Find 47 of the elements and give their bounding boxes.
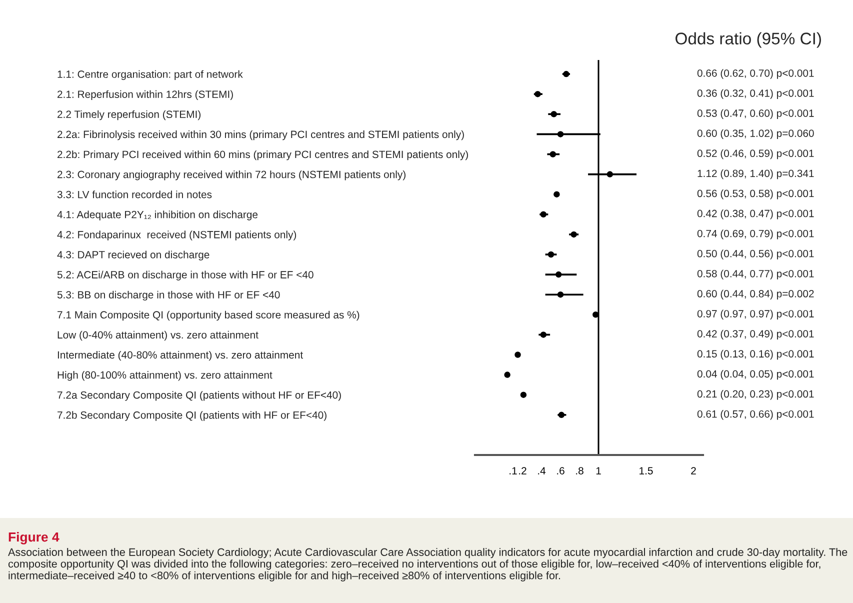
data-label: 0.60 (0.44, 0.84) p=0.002 bbox=[697, 290, 814, 300]
y-tick-label: 5.2: ACEi/ARB on discharge in those with HF or EF <40 bbox=[57, 270, 314, 280]
x-tick-label: 2 bbox=[691, 467, 696, 474]
data-label: 0.53 (0.47, 0.60) p<0.001 bbox=[697, 109, 814, 119]
x-tick-label: .8 bbox=[576, 467, 584, 474]
data-label: 0.15 (0.13, 0.16) p<0.001 bbox=[697, 350, 814, 360]
data-label: 0.58 (0.44, 0.77) p<0.001 bbox=[697, 270, 814, 280]
x-tick-label: .4 bbox=[538, 467, 546, 474]
x-tick-label: .2 bbox=[519, 467, 526, 474]
x-tick-label: .6 bbox=[557, 467, 564, 474]
y-tick-label: 4.2: Fondaparinux received (NSTEMI patients only) bbox=[57, 230, 296, 240]
data-label: 0.36 (0.32, 0.41) p<0.001 bbox=[697, 89, 814, 99]
text: Odds ratio (95% CI) bbox=[676, 32, 821, 48]
y-tick-label: 2.2a: Fibrinolysis received within 30 mins (primary PCI centres and STEMI patients only) bbox=[58, 130, 464, 140]
data-label: 0.42 (0.37, 0.49) p<0.001 bbox=[697, 330, 814, 340]
data-label: 0.66 (0.62, 0.70) p<0.001 bbox=[697, 69, 814, 79]
y-tick-label: 1.1: Centre organisation: part of network bbox=[58, 70, 243, 80]
y-tick-label: 2.2 Timely reperfusion (STEMI) bbox=[58, 110, 200, 120]
data-label: 0.52 (0.46, 0.59) p<0.001 bbox=[697, 149, 814, 160]
data-label: 0.50 (0.44, 0.56) p<0.001 bbox=[697, 250, 814, 260]
text: Association between the European Society Cardiology; Acute Cardiovascular Care Association quality indicators for acute myocardial infarction and crude 30-day mortality. The composite opportunity QI was divided into the following categories: zero–received no interventions out of those eligible for, low–received <40% of interventions eligible for, intermediate–received ≥40 to <80% of interventions eligible for and high–received ≥80% of interventions eligible for. bbox=[8, 548, 848, 582]
y-tick-label: 4.1: Adequate P2Y₁₂ inhibition on discharge bbox=[57, 210, 258, 220]
y-tick-label: 2.2b: Primary PCI received within 60 mins (primary PCI centres and STEMI patients only) bbox=[58, 150, 468, 160]
y-tick-label: 7.1 Main Composite QI (opportunity based score measured as %) bbox=[58, 310, 360, 321]
x-tick-label: 1 bbox=[596, 467, 601, 474]
data-label: 0.61 (0.57, 0.66) p<0.001 bbox=[697, 410, 814, 420]
y-tick-label: 3.3: LV function recorded in notes bbox=[57, 190, 212, 198]
x-tick-label: .1 bbox=[510, 467, 517, 474]
data-label: 0.97 (0.97, 0.97) p<0.001 bbox=[697, 310, 814, 320]
data-label: 0.56 (0.53, 0.58) p<0.001 bbox=[697, 189, 814, 200]
data-label: 0.04 (0.04, 0.05) p<0.001 bbox=[697, 370, 814, 380]
y-tick-label: 4.3: DAPT recieved on discharge bbox=[57, 250, 210, 260]
data-label: 0.21 (0.20, 0.23) p<0.001 bbox=[697, 390, 814, 400]
y-tick-label: Low (0-40% attainment) vs. zero attainment bbox=[58, 330, 258, 341]
y-tick-label: 5.3: BB on discharge in those with HF or EF <40 bbox=[57, 290, 280, 301]
data-label: 0.60 (0.35, 1.02) p=0.060 bbox=[697, 129, 814, 140]
y-tick-label: 7.2a Secondary Composite QI (patients without HF or EF<40) bbox=[58, 391, 341, 401]
y-tick-label: 2.3: Coronary angiography received within 72 hours (NSTEMI patients only) bbox=[58, 170, 406, 180]
x-tick-label: 1.5 bbox=[640, 467, 653, 474]
data-label: 0.42 (0.38, 0.47) p<0.001 bbox=[697, 210, 814, 220]
y-tick-label: Intermediate (40-80% attainment) vs. zero attainment bbox=[58, 350, 303, 361]
y-tick-label: 7.2b Secondary Composite QI (patients with HF or EF<40) bbox=[58, 411, 326, 421]
data-label: 0.74 (0.69, 0.79) p<0.001 bbox=[697, 230, 814, 240]
caption: Figure 4 bbox=[8, 532, 60, 544]
data-label: 1.12 (0.89, 1.40) p=0.341 bbox=[698, 169, 814, 180]
y-tick-label: 2.1: Reperfusion within 12hrs (STEMI) bbox=[58, 90, 233, 100]
y-tick-label: High (80-100% attainment) vs. zero attainment bbox=[58, 371, 272, 381]
